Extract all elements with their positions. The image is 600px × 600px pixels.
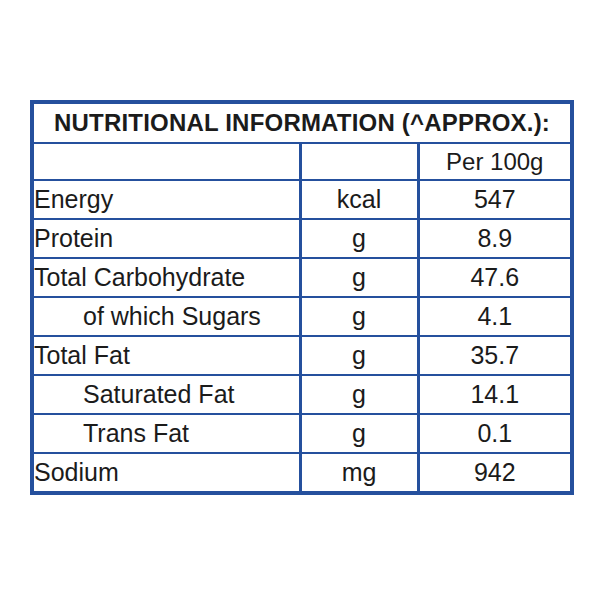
row-label: Total Fat bbox=[32, 336, 300, 375]
row-label: Trans Fat bbox=[32, 414, 300, 453]
table-body: Energy kcal 547 Protein g 8.9 Total Carb… bbox=[32, 180, 572, 493]
row-value: 0.1 bbox=[418, 414, 572, 453]
row-unit: g bbox=[300, 297, 418, 336]
row-value: 942 bbox=[418, 453, 572, 493]
table-row: of which Sugars g 4.1 bbox=[32, 297, 572, 336]
row-value: 14.1 bbox=[418, 375, 572, 414]
row-label: Sodium bbox=[32, 453, 300, 493]
row-value: 47.6 bbox=[418, 258, 572, 297]
row-unit: g bbox=[300, 336, 418, 375]
table-row: Saturated Fat g 14.1 bbox=[32, 375, 572, 414]
empty-unit-header-cell bbox=[300, 143, 418, 180]
table-title-row: NUTRITIONAL INFORMATION (^APPROX.): bbox=[32, 102, 572, 143]
table-row: Total Carbohydrate g 47.6 bbox=[32, 258, 572, 297]
row-unit: g bbox=[300, 414, 418, 453]
row-value: 8.9 bbox=[418, 219, 572, 258]
row-label: Total Carbohydrate bbox=[32, 258, 300, 297]
table-row: Sodium mg 942 bbox=[32, 453, 572, 493]
row-label: Protein bbox=[32, 219, 300, 258]
row-label: Saturated Fat bbox=[32, 375, 300, 414]
row-value: 547 bbox=[418, 180, 572, 219]
row-unit: g bbox=[300, 258, 418, 297]
per-100g-header: Per 100g bbox=[418, 143, 572, 180]
empty-label-header-cell bbox=[32, 143, 300, 180]
row-unit: g bbox=[300, 219, 418, 258]
row-label: Energy bbox=[32, 180, 300, 219]
table-row: Total Fat g 35.7 bbox=[32, 336, 572, 375]
nutrition-table: NUTRITIONAL INFORMATION (^APPROX.): Per … bbox=[30, 100, 574, 495]
table-row: Trans Fat g 0.1 bbox=[32, 414, 572, 453]
row-unit: mg bbox=[300, 453, 418, 493]
row-label: of which Sugars bbox=[32, 297, 300, 336]
row-value: 35.7 bbox=[418, 336, 572, 375]
table-row: Protein g 8.9 bbox=[32, 219, 572, 258]
nutrition-label-page: NUTRITIONAL INFORMATION (^APPROX.): Per … bbox=[0, 0, 600, 600]
row-unit: g bbox=[300, 375, 418, 414]
row-value: 4.1 bbox=[418, 297, 572, 336]
column-header-row: Per 100g bbox=[32, 143, 572, 180]
row-unit: kcal bbox=[300, 180, 418, 219]
table-row: Energy kcal 547 bbox=[32, 180, 572, 219]
table-title: NUTRITIONAL INFORMATION (^APPROX.): bbox=[32, 102, 572, 143]
